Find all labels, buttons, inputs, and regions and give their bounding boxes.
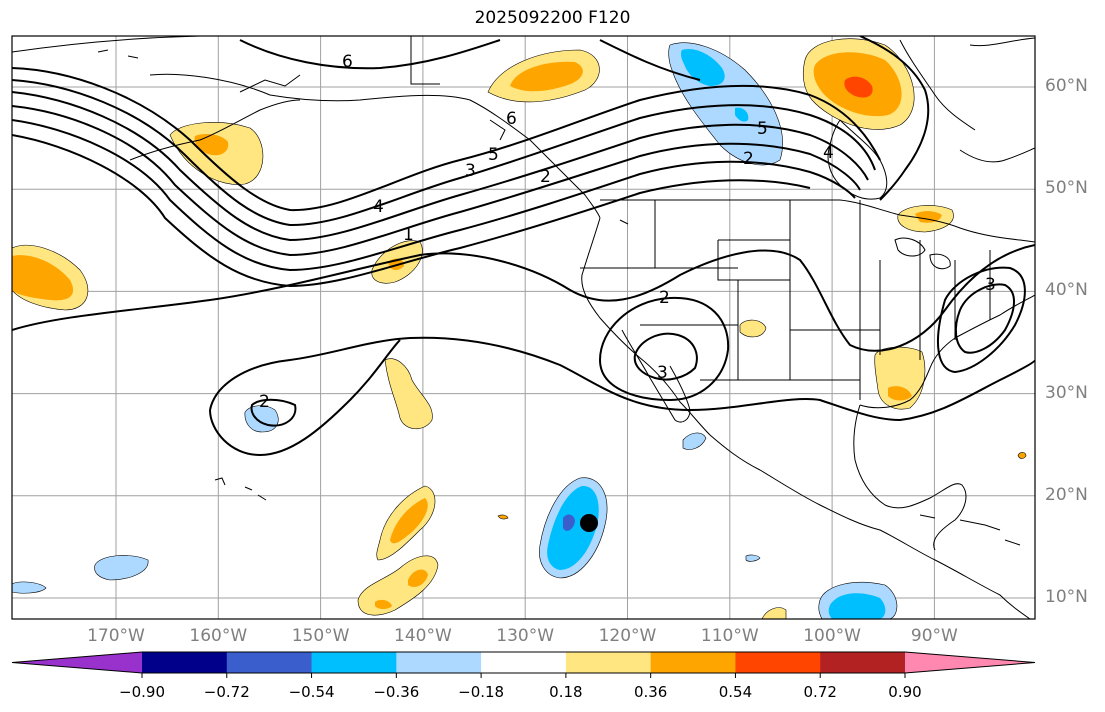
longitude-label: 150°W	[291, 626, 350, 646]
anomaly-shading	[12, 38, 1027, 619]
latitude-label: 40°N	[1045, 280, 1088, 301]
colorbar-tick-label: 0.54	[718, 683, 753, 701]
colorbar-segment	[565, 652, 652, 673]
contour-label: 2	[540, 167, 551, 187]
latitude-label: 50°N	[1045, 178, 1088, 199]
colorbar-segment	[226, 652, 313, 673]
longitude-label: 140°W	[394, 626, 452, 646]
contour-labels: 6 6 5 5 4 4 3 3 3 2 2 2 2 1	[259, 52, 996, 412]
contour-label: 4	[823, 143, 834, 163]
longitude-label: 160°W	[189, 626, 248, 646]
longitude-label: 110°W	[700, 626, 759, 646]
contour-label: 2	[659, 288, 670, 308]
latitude-label: 20°N	[1045, 484, 1088, 505]
contour-label: 2	[259, 392, 270, 412]
contour-label: 2	[743, 149, 754, 169]
contour-label: 3	[465, 161, 476, 181]
colorbar-segment	[735, 652, 821, 673]
contour-label: 3	[657, 363, 668, 383]
colorbar-segment	[142, 652, 228, 673]
contour-label: 1	[403, 225, 414, 245]
latitude-label: 10°N	[1045, 587, 1088, 607]
contour-label: 3	[985, 275, 996, 295]
height-contours	[12, 36, 1035, 457]
colorbar-tick-label: 0.72	[803, 683, 837, 701]
colorbar-tick-label: 0.36	[633, 683, 668, 701]
longitude-label: 170°W	[87, 626, 145, 646]
colorbar-segment	[481, 652, 567, 673]
latitude-label: 30°N	[1045, 382, 1088, 403]
longitude-label: 100°W	[803, 626, 861, 646]
colorbar-extend-max	[905, 652, 1035, 673]
contour-label: 6	[342, 52, 353, 72]
latitude-label: 60°N	[1045, 76, 1088, 96]
contour-label: 4	[373, 197, 384, 217]
colorbar-extend-min	[12, 652, 142, 673]
longitude-label: 130°W	[496, 626, 555, 646]
contour-label: 5	[757, 119, 768, 139]
colorbar-tick-label: −0.72	[203, 683, 250, 701]
longitude-label: 120°W	[598, 626, 657, 646]
colorbar-tick-label: −0.18	[458, 683, 505, 701]
colorbar-tick-label: 0.90	[888, 683, 922, 701]
colorbar-tick-label: −0.36	[373, 683, 420, 701]
colorbar-tick-label: 0.18	[549, 683, 583, 701]
colorbar-segment	[820, 652, 906, 673]
colorbar-segment	[311, 652, 397, 673]
colorbar-tick-label: −0.90	[119, 683, 165, 701]
contour-label: 5	[488, 145, 499, 165]
colorbar-segment	[650, 652, 736, 673]
coastlines	[12, 36, 1035, 619]
contour-label: 6	[506, 109, 517, 129]
colorbar-tick-label: −0.54	[288, 683, 335, 701]
colorbar-segment	[396, 652, 482, 673]
map-title: 2025092200 F120	[474, 8, 631, 28]
storm-center-marker	[580, 514, 598, 532]
longitude-label: 90°W	[910, 626, 958, 646]
map-frame	[11, 35, 1036, 620]
colorbar	[11, 651, 1036, 678]
